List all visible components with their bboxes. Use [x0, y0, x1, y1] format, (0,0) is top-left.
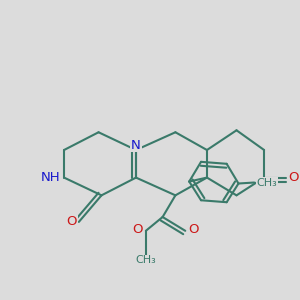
Text: O: O [66, 215, 77, 228]
Text: O: O [289, 171, 299, 184]
Text: NH: NH [40, 171, 60, 184]
Text: O: O [132, 223, 143, 236]
Text: CH₃: CH₃ [136, 255, 156, 266]
Text: O: O [188, 223, 199, 236]
Text: CH₃: CH₃ [256, 178, 277, 188]
Text: N: N [131, 139, 141, 152]
